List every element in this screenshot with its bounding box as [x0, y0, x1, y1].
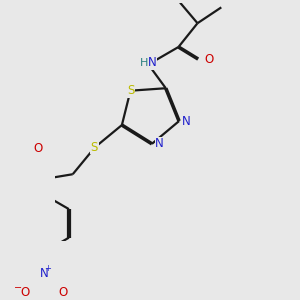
Text: O: O	[33, 142, 42, 155]
Text: O: O	[205, 52, 214, 66]
Text: S: S	[127, 84, 134, 97]
Text: O: O	[20, 286, 30, 299]
Text: H: H	[140, 58, 149, 68]
Text: N: N	[148, 56, 157, 69]
Text: N: N	[40, 267, 49, 280]
Text: N: N	[182, 115, 191, 128]
Text: S: S	[91, 141, 98, 154]
Text: +: +	[45, 264, 51, 273]
Text: N: N	[155, 137, 164, 150]
Text: −: −	[14, 283, 22, 293]
Text: O: O	[58, 286, 68, 299]
